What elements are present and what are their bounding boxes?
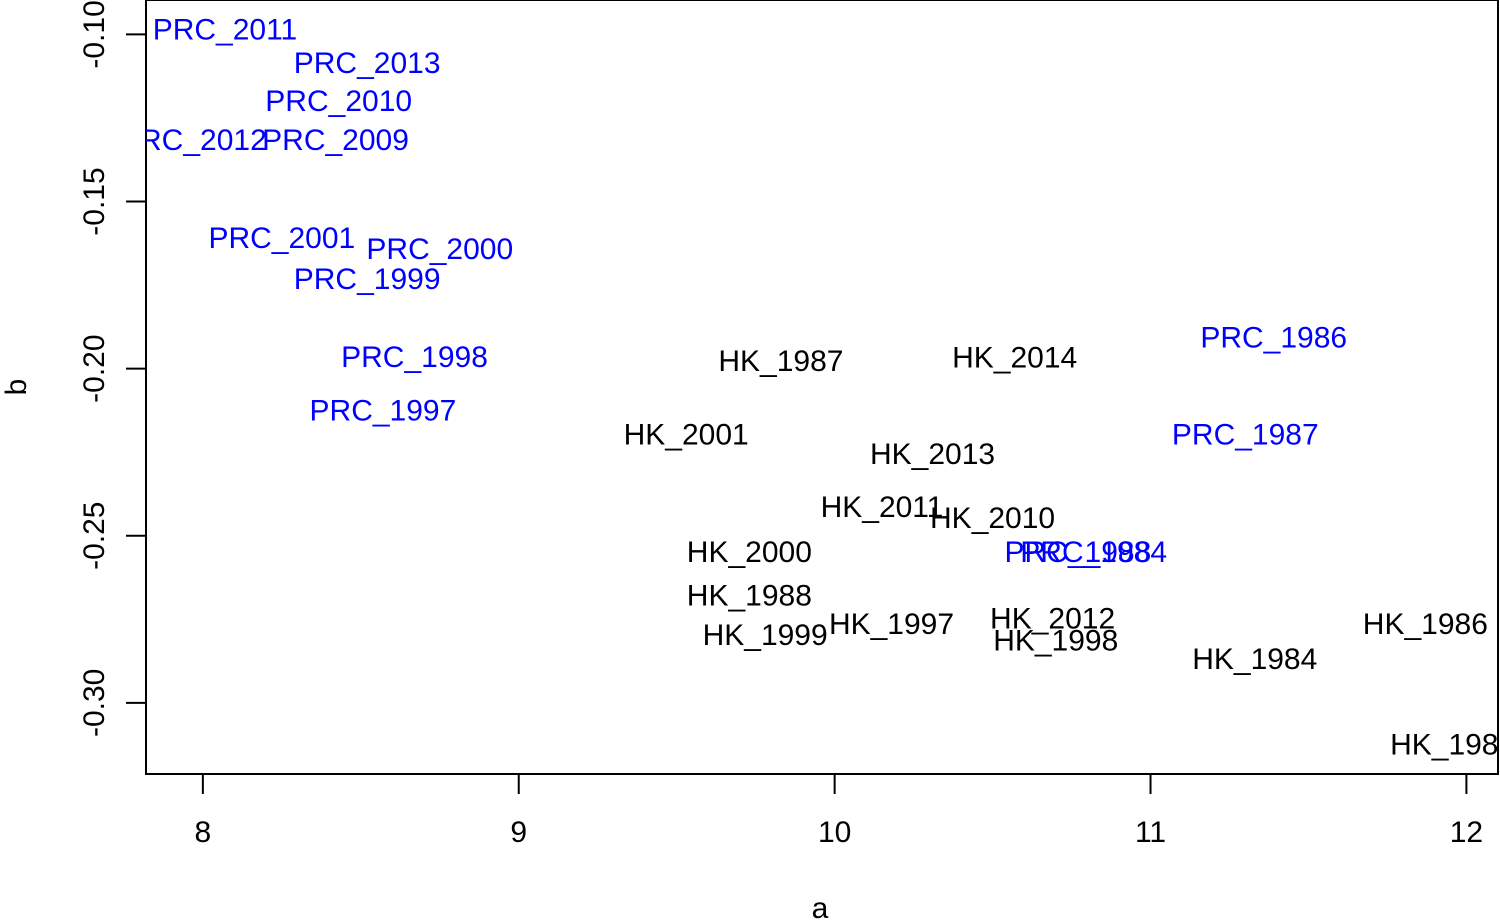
y-tick-label: -0.25	[78, 502, 111, 570]
point-label-hk-2010: HK_2010	[930, 502, 1055, 535]
point-label-prc-2012: PRC_2012	[120, 124, 267, 157]
point-label-prc-1984: PRC_1984	[1020, 536, 1167, 569]
x-axis-title: a	[812, 892, 829, 921]
point-label-prc-2001: PRC_2001	[208, 222, 355, 255]
x-axis: 8 9 10 11 12	[195, 773, 1483, 849]
point-label-hk-1997: HK_1997	[829, 608, 954, 641]
x-tick-label: 11	[1135, 816, 1166, 849]
point-label-hk-2012: HK_2012	[990, 602, 1115, 635]
y-tick-label: -0.10	[78, 0, 111, 68]
point-label-prc-2013: PRC_2013	[294, 47, 441, 80]
point-label-hk-1998: HK_1998	[993, 624, 1118, 657]
x-tick-label: 9	[510, 816, 527, 849]
point-label-prc-2000: PRC_2000	[366, 233, 513, 266]
x-tick-label: 10	[818, 816, 851, 849]
point-label-hk-1999: HK_1999	[703, 619, 828, 652]
y-tick-label: -0.30	[78, 669, 111, 737]
point-label-prc-2011: PRC_2011	[153, 14, 298, 47]
y-tick-label: -0.20	[78, 334, 111, 402]
point-label-hk-1988: HK_1988	[687, 580, 812, 613]
point-label-prc-1999: PRC_1999	[294, 263, 441, 296]
point-label-prc-1987: PRC_1987	[1172, 419, 1319, 452]
point-label-prc-1997: PRC_1997	[310, 395, 457, 428]
y-axis-title: b	[0, 379, 33, 396]
point-label-prc-2010: PRC_2010	[265, 85, 412, 118]
point-label-hk-2011: HK_2011	[821, 491, 944, 524]
y-tick-label: -0.15	[78, 167, 111, 235]
point-label-prc-2009: PRC_2009	[262, 124, 409, 157]
point-label-hk-2000: HK_2000	[687, 536, 812, 569]
point-label-prc-1998: PRC_1998	[341, 341, 488, 374]
point-label-hk-2013: HK_2013	[870, 438, 995, 471]
point-label-hk-1987: HK_1987	[718, 345, 843, 378]
point-label-hk-1984: HK_1984	[1192, 643, 1317, 676]
y-axis: -0.10 -0.15 -0.20 -0.25 -0.30	[78, 0, 147, 737]
point-label-prc-1986: PRC_1986	[1200, 321, 1347, 354]
point-label-hk-1986: HK_1986	[1363, 608, 1488, 641]
point-label-hk-2014: HK_2014	[952, 341, 1077, 374]
point-label-hk-2001: HK_2001	[624, 419, 749, 452]
x-tick-label: 12	[1450, 816, 1483, 849]
x-tick-label: 8	[195, 816, 212, 849]
point-label-prc-1988: PRC_1988	[1004, 536, 1151, 569]
point-label-hk-198: HK_198	[1390, 728, 1498, 761]
